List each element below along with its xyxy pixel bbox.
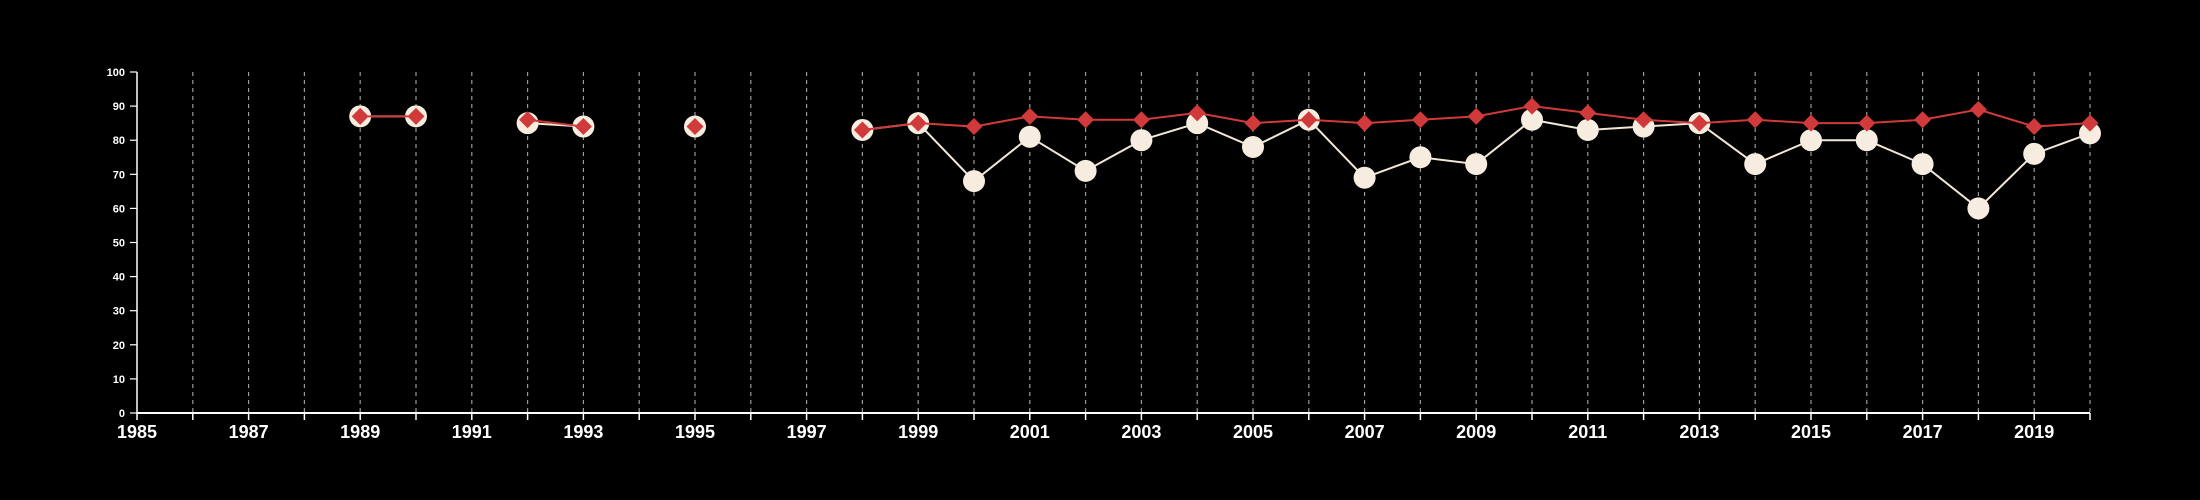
circle-point-2007 (1353, 166, 1376, 189)
circle-point-2010 (1521, 108, 1543, 131)
diamond-point-2016 (1858, 114, 1876, 132)
diamond-point-2020 (2081, 114, 2099, 132)
circle-point-2009 (1465, 153, 1488, 176)
x-tick-label: 1997 (787, 422, 827, 442)
diamond-point-2000 (965, 118, 983, 136)
x-tick-label: 2009 (1456, 422, 1496, 442)
diamond-point-2017 (1914, 111, 1932, 129)
x-tick-label: 2007 (1345, 422, 1385, 442)
circle-point-2019 (2023, 142, 2046, 165)
x-tick-label: 1987 (229, 422, 269, 442)
diamond-point-2008 (1411, 111, 1429, 129)
series-diamond-line (527, 118, 584, 128)
diamond-point-2006 (1300, 111, 1318, 129)
diamond-point-1990 (407, 107, 425, 125)
diamond-point-2015 (1802, 114, 1820, 132)
diamond-point-1995 (686, 118, 704, 136)
x-tick-label: 1991 (452, 422, 492, 442)
x-tick-label: 2003 (1121, 422, 1161, 442)
circle-point-2000 (963, 170, 985, 193)
circle-point-2017 (1911, 153, 1934, 176)
x-tick-label: 1985 (117, 422, 157, 442)
circle-point-2016 (1855, 129, 1878, 152)
diamond-point-1999 (909, 114, 927, 132)
y-tick-label: 10 (113, 374, 125, 386)
y-tick-label: 70 (113, 169, 125, 181)
diamond-point-1998 (853, 121, 871, 139)
circle-point-2020 (2079, 122, 2101, 145)
y-tick-label: 20 (113, 340, 125, 352)
x-tick-label: 2011 (1568, 422, 1607, 442)
diamond-point-2003 (1132, 111, 1150, 129)
diamond-point-1993 (574, 118, 592, 136)
x-tick-label: 2019 (2014, 422, 2054, 442)
diamond-point-2011 (1579, 104, 1597, 122)
circle-point-2001 (1018, 125, 1041, 148)
diamond-point-2007 (1356, 114, 1374, 132)
circle-point-2014 (1744, 153, 1767, 176)
y-tick-label: 50 (113, 238, 125, 250)
diamond-point-2018 (1969, 101, 1987, 119)
diamond-point-2014 (1746, 111, 1764, 129)
plot-area (349, 97, 2101, 220)
circle-point-2005 (1242, 136, 1264, 159)
y-tick-label: 0 (119, 408, 125, 420)
x-tick-label: 2001 (1010, 422, 1050, 442)
diamond-point-2001 (1021, 107, 1039, 125)
diamond-point-2009 (1467, 107, 1485, 125)
x-tick-label: 1995 (675, 422, 715, 442)
x-tick-label: 2013 (1679, 422, 1719, 442)
x-tick-label: 2005 (1233, 422, 1273, 442)
circle-point-2018 (1967, 197, 1990, 220)
diamond-point-2019 (2025, 118, 2043, 136)
diamond-point-2004 (1188, 104, 1206, 122)
diamond-point-1992 (519, 111, 537, 129)
y-tick-label: 100 (107, 67, 125, 79)
diamond-point-2013 (1690, 114, 1708, 132)
x-tick-label: 2017 (1903, 422, 1943, 442)
circle-point-2011 (1576, 118, 1599, 141)
circle-point-2008 (1409, 146, 1432, 169)
diamond-point-2005 (1244, 114, 1262, 132)
diamond-point-1989 (351, 107, 369, 125)
circle-point-2002 (1074, 159, 1097, 182)
axes: 0 10 20 30 40 50 60 70 80 90 100 1985 1987 1989 1991 19… (107, 67, 2091, 442)
diamond-point-2012 (1635, 111, 1653, 129)
y-tick-label: 60 (113, 203, 125, 215)
x-tick-label: 1989 (340, 422, 380, 442)
y-tick-label: 30 (113, 306, 125, 318)
y-tick-label: 80 (113, 135, 125, 147)
diamond-point-2002 (1077, 111, 1095, 129)
x-tick-label: 2015 (1791, 422, 1831, 442)
circle-point-2015 (1800, 129, 1822, 152)
y-tick-label: 90 (113, 101, 125, 113)
diamond-point-2010 (1523, 97, 1541, 115)
x-tick-label: 1993 (563, 422, 603, 442)
circle-point-2004 (1186, 112, 1209, 135)
circle-point-2003 (1130, 129, 1153, 152)
x-tick-label: 1999 (898, 422, 938, 442)
y-tick-label: 40 (113, 272, 125, 284)
